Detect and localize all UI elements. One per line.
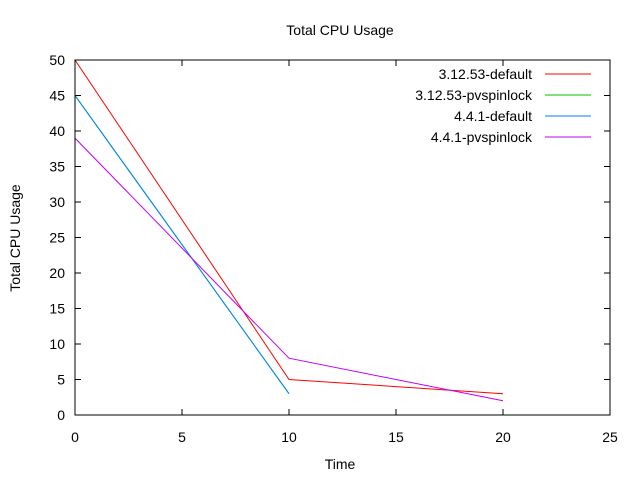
- y-tick-label: 25: [49, 230, 65, 246]
- y-axis-label: Total CPU Usage: [7, 184, 23, 292]
- y-tick-label: 10: [49, 336, 65, 352]
- x-tick-label: 20: [495, 429, 511, 445]
- axis-ticks: 0 5 10 15 20 25 30 35 40 45 50 0 5 10 15 20 25: [49, 52, 618, 445]
- legend-label: 4.4.1-pvspinlock: [431, 129, 533, 145]
- legend-label: 3.12.53-default: [439, 66, 533, 82]
- y-tick-label: 40: [49, 123, 65, 139]
- y-tick-label: 0: [57, 407, 65, 423]
- x-tick-label: 10: [281, 429, 297, 445]
- x-axis-label: Time: [325, 456, 356, 472]
- chart-title: Total CPU Usage: [286, 22, 394, 38]
- plot-frame: [74, 59, 611, 416]
- y-tick-label: 15: [49, 301, 65, 317]
- x-tick-label: 25: [602, 429, 618, 445]
- y-tick-label: 5: [57, 372, 65, 388]
- x-tick-label: 5: [178, 429, 186, 445]
- x-tick-label: 0: [71, 429, 79, 445]
- y-tick-label: 45: [49, 88, 65, 104]
- legend-label: 3.12.53-pvspinlock: [415, 87, 533, 103]
- legend-label: 4.4.1-default: [454, 108, 532, 124]
- series-line: [74, 59, 504, 395]
- y-tick-label: 50: [49, 52, 65, 68]
- y-tick-label: 35: [49, 159, 65, 175]
- y-tick-label: 20: [49, 265, 65, 281]
- series-line: [74, 137, 504, 402]
- series-lines: [74, 59, 504, 402]
- x-tick-label: 15: [388, 429, 404, 445]
- legend: 3.12.53-default 3.12.53-pvspinlock 4.4.1-d…: [415, 66, 591, 145]
- y-tick-label: 30: [49, 194, 65, 210]
- series-line: [74, 95, 290, 394]
